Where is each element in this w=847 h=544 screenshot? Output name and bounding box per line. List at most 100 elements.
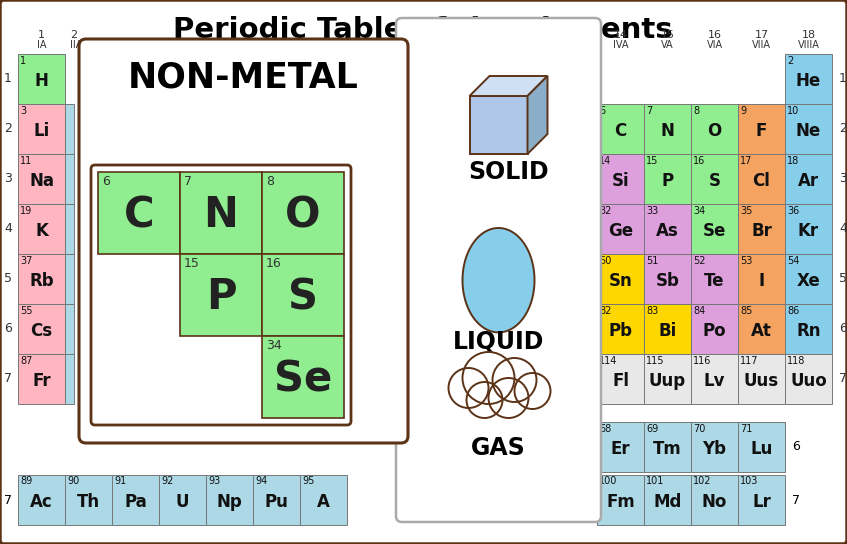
- Bar: [18, 104, 65, 154]
- Bar: [785, 254, 832, 304]
- Text: S: S: [708, 172, 721, 190]
- Bar: [18, 304, 65, 354]
- Text: 63: 63: [391, 356, 400, 362]
- Text: 5: 5: [839, 273, 847, 286]
- Text: 1: 1: [38, 30, 45, 40]
- Bar: [597, 204, 644, 254]
- Bar: [738, 304, 785, 354]
- Text: 4: 4: [839, 222, 847, 236]
- Text: U: U: [175, 493, 189, 511]
- Bar: [644, 154, 691, 204]
- Text: 87: 87: [20, 355, 32, 366]
- FancyBboxPatch shape: [79, 39, 408, 443]
- Text: Np: Np: [217, 493, 242, 511]
- Text: As: As: [656, 222, 679, 240]
- Text: Uuo: Uuo: [790, 372, 827, 390]
- Bar: [390, 254, 402, 304]
- Text: 3: 3: [4, 172, 12, 186]
- Text: 5: 5: [4, 273, 12, 286]
- Text: No: No: [702, 493, 728, 511]
- Text: Fm: Fm: [606, 493, 635, 511]
- Text: 91: 91: [114, 477, 126, 486]
- Bar: [65, 104, 74, 154]
- Bar: [785, 54, 832, 104]
- Bar: [597, 475, 644, 525]
- Text: P: P: [206, 276, 236, 318]
- Text: 86: 86: [787, 306, 800, 316]
- Text: 94: 94: [255, 477, 268, 486]
- Text: Ne: Ne: [796, 122, 821, 140]
- Text: 84: 84: [693, 306, 706, 316]
- Text: P: P: [662, 172, 673, 190]
- Text: 118: 118: [787, 355, 805, 366]
- Text: 114: 114: [599, 355, 617, 366]
- Bar: [597, 304, 644, 354]
- Text: Pb: Pb: [608, 322, 633, 340]
- Text: 3: 3: [20, 106, 26, 115]
- Text: VIIIA: VIIIA: [798, 40, 819, 50]
- Text: 7: 7: [4, 493, 12, 506]
- Bar: [644, 104, 691, 154]
- Bar: [390, 354, 402, 404]
- Text: 71: 71: [740, 423, 752, 434]
- Bar: [18, 54, 65, 104]
- Text: Fr: Fr: [32, 372, 51, 390]
- Text: Bi: Bi: [658, 322, 677, 340]
- Circle shape: [462, 352, 514, 404]
- Text: N: N: [203, 194, 239, 236]
- Text: Lr: Lr: [752, 493, 771, 511]
- Text: VIIA: VIIA: [752, 40, 771, 50]
- Text: 103: 103: [740, 477, 758, 486]
- Text: Md: Md: [653, 493, 682, 511]
- Bar: [691, 154, 738, 204]
- Text: IIA: IIA: [70, 40, 82, 50]
- Bar: [65, 254, 74, 304]
- Bar: [738, 154, 785, 204]
- Bar: [65, 354, 74, 404]
- Bar: [691, 475, 738, 525]
- Text: 4: 4: [4, 222, 12, 236]
- Bar: [644, 254, 691, 304]
- Text: 11: 11: [20, 156, 32, 165]
- Text: Cs: Cs: [30, 322, 53, 340]
- Text: O: O: [707, 122, 722, 140]
- Text: 6: 6: [839, 323, 847, 336]
- Circle shape: [492, 358, 536, 402]
- Text: Rb: Rb: [29, 272, 54, 290]
- Circle shape: [449, 368, 489, 408]
- Bar: [262, 172, 344, 254]
- Text: 69: 69: [646, 423, 658, 434]
- Text: Li: Li: [33, 122, 50, 140]
- Text: He: He: [796, 72, 821, 90]
- Bar: [65, 475, 112, 525]
- Text: Na: Na: [29, 172, 54, 190]
- Bar: [390, 104, 402, 154]
- Text: 93: 93: [208, 477, 220, 486]
- Text: 10: 10: [391, 306, 400, 312]
- Text: 2: 2: [70, 30, 77, 40]
- Text: C: C: [124, 194, 154, 236]
- Text: Tm: Tm: [653, 440, 682, 458]
- Text: 8: 8: [693, 106, 699, 115]
- Text: 100: 100: [599, 477, 617, 486]
- Bar: [180, 254, 262, 336]
- Bar: [738, 104, 785, 154]
- Text: 90: 90: [67, 477, 80, 486]
- Bar: [785, 304, 832, 354]
- Bar: [785, 354, 832, 404]
- Text: 83: 83: [646, 306, 658, 316]
- Text: 6: 6: [599, 106, 605, 115]
- Polygon shape: [469, 76, 547, 96]
- Text: Uus: Uus: [744, 372, 779, 390]
- Text: 33: 33: [646, 206, 658, 215]
- Bar: [18, 154, 65, 204]
- Polygon shape: [469, 96, 528, 154]
- Text: Pa: Pa: [125, 493, 147, 511]
- Text: 36: 36: [787, 206, 800, 215]
- Text: 34: 34: [693, 206, 706, 215]
- Bar: [691, 204, 738, 254]
- Bar: [112, 475, 159, 525]
- Circle shape: [489, 378, 529, 418]
- Bar: [785, 104, 832, 154]
- Polygon shape: [462, 228, 534, 332]
